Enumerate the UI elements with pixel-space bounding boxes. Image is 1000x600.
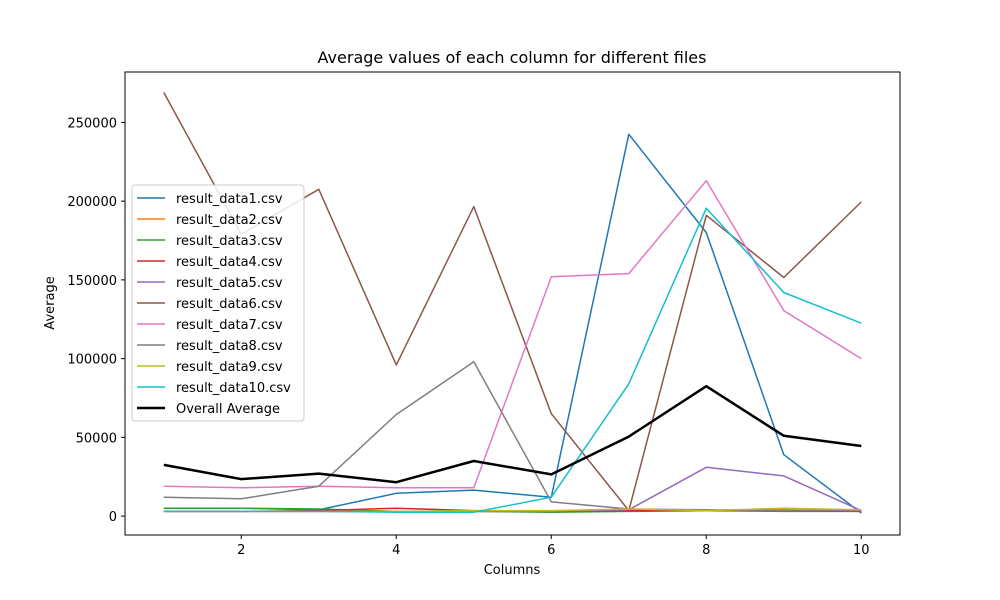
legend-label: result_data8.csv bbox=[176, 339, 283, 354]
y-tick-label: 200000 bbox=[67, 195, 117, 210]
legend-label: result_data5.csv bbox=[176, 276, 283, 291]
legend-label: result_data10.csv bbox=[176, 381, 291, 396]
x-tick-label: 2 bbox=[237, 543, 245, 558]
x-axis: 2 4 6 8 10 bbox=[237, 535, 870, 558]
legend-box bbox=[131, 184, 305, 422]
x-tick-label: 10 bbox=[853, 543, 870, 558]
legend-label: result_data6.csv bbox=[176, 297, 283, 312]
legend-label: result_data9.csv bbox=[176, 360, 283, 375]
y-tick-label: 250000 bbox=[67, 116, 117, 131]
legend-label: result_data4.csv bbox=[176, 255, 283, 270]
y-axis: 0 50000 100000 150000 200000 250000 bbox=[67, 116, 125, 525]
y-tick-label: 150000 bbox=[67, 274, 117, 289]
series-line-11 bbox=[163, 384, 862, 484]
x-tick-label: 4 bbox=[392, 543, 400, 558]
y-tick-label: 100000 bbox=[67, 353, 117, 368]
y-tick-label: 50000 bbox=[76, 431, 117, 446]
x-axis-label: Columns bbox=[484, 563, 541, 578]
legend: result_data1.csv result_data2.csv result_d… bbox=[131, 184, 305, 422]
legend-label: result_data2.csv bbox=[176, 213, 283, 228]
legend-label: result_data1.csv bbox=[176, 192, 283, 207]
chart-title: Average values of each column for differ… bbox=[318, 48, 707, 67]
x-tick-label: 8 bbox=[702, 543, 710, 558]
y-axis-label: Average bbox=[43, 276, 58, 329]
series-line-10 bbox=[163, 207, 862, 513]
plot-frame bbox=[124, 71, 901, 536]
y-tick-label: 0 bbox=[109, 510, 117, 525]
legend-label: result_data7.csv bbox=[176, 318, 283, 333]
series-line-7 bbox=[163, 179, 862, 489]
legend-label: result_data3.csv bbox=[176, 234, 283, 249]
x-tick-label: 6 bbox=[547, 543, 555, 558]
series-line-8 bbox=[163, 361, 862, 512]
legend-label: Overall Average bbox=[176, 402, 280, 417]
series-lines bbox=[163, 92, 862, 514]
